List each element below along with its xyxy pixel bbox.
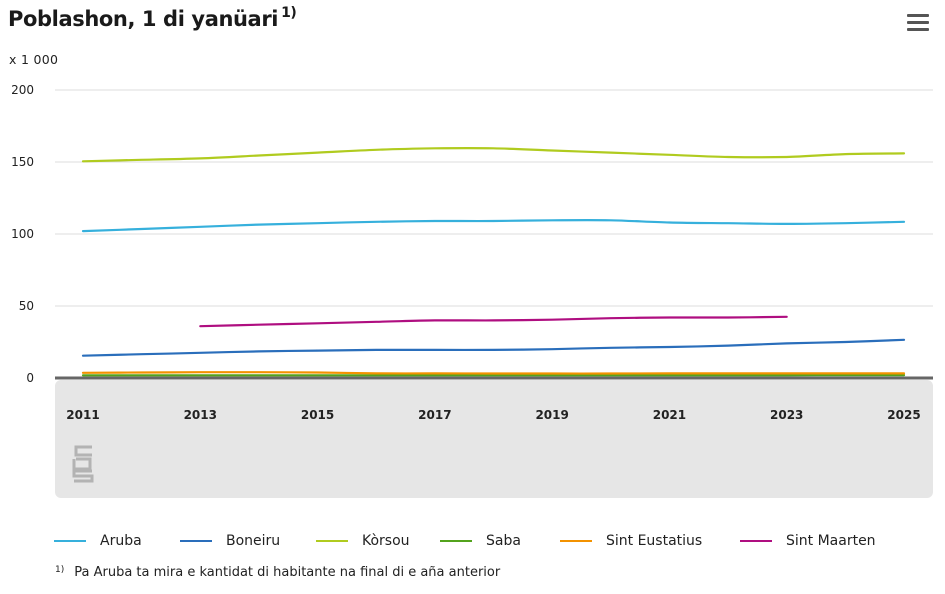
menu-bar	[907, 28, 929, 31]
menu-bar	[907, 21, 929, 24]
y-tick-label: 100	[11, 227, 34, 241]
chart-title: Poblashon, 1 di yanüari 1)	[8, 5, 297, 31]
x-tick-label: 2017	[418, 408, 451, 422]
y-tick-label: 50	[19, 299, 34, 313]
x-tick-label: 2025	[887, 408, 920, 422]
cbs-logo-icon	[72, 445, 94, 483]
legend-label: Aruba	[100, 533, 142, 549]
legend-label: Sint Maarten	[786, 533, 876, 549]
legend-label: Sint Eustatius	[606, 533, 703, 549]
hamburger-menu-icon[interactable]	[906, 14, 930, 34]
legend-swatch	[54, 540, 86, 542]
legend-swatch	[316, 540, 348, 542]
line-chart: 0 50 100 150 200 2011 2013 2015 2017 2019 2021 202…	[11, 83, 933, 498]
x-tick-label: 2015	[301, 408, 334, 422]
grid-lines	[55, 89, 933, 307]
y-tick-label: 150	[11, 155, 34, 169]
title-footnote-marker: 1)	[281, 5, 297, 21]
x-tick-label: 2011	[66, 408, 99, 422]
y-tick-label: 0	[26, 371, 34, 385]
legend-label: Boneiru	[226, 533, 281, 549]
x-tick-label: 2023	[770, 408, 803, 422]
chart-title-text: Poblashon, 1 di yanüari	[8, 7, 279, 31]
legend-label: Saba	[486, 533, 521, 549]
y-axis-tick-labels: 0 50 100 150 200	[11, 83, 34, 385]
footnote-marker: 1)	[55, 565, 65, 575]
x-tick-label: 2019	[535, 408, 568, 422]
x-axis-tick-labels: 2011 2013 2015 2017 2019 2021 2023 2025	[66, 408, 920, 422]
footnote: 1) Pa Aruba ta mira e kantidat di habitan…	[55, 565, 500, 580]
menu-bar	[907, 14, 929, 17]
legend-label: Kòrsou	[362, 533, 410, 549]
y-tick-label: 200	[11, 83, 34, 97]
x-axis-band	[55, 380, 933, 498]
series-lines	[81, 147, 906, 377]
legend-swatch	[560, 540, 592, 542]
series-line-sint-maarten	[199, 315, 788, 328]
x-tick-label: 2021	[653, 408, 686, 422]
series-line-korsou	[81, 147, 906, 163]
series-line-aruba	[81, 219, 906, 233]
chart-legend: Aruba Boneiru Kòrsou Saba Sint Eustatius Sint…	[54, 532, 934, 552]
y-axis-unit-label: x 1 000	[9, 52, 59, 67]
legend-swatch	[440, 540, 472, 542]
legend-swatch	[180, 540, 212, 542]
footnote-text: Pa Aruba ta mira e kantidat di habitante…	[74, 565, 501, 580]
legend-swatch	[740, 540, 772, 542]
series-line-boneiru	[81, 338, 906, 357]
series-line-sint-eustatius	[81, 371, 906, 375]
x-tick-label: 2013	[184, 408, 217, 422]
